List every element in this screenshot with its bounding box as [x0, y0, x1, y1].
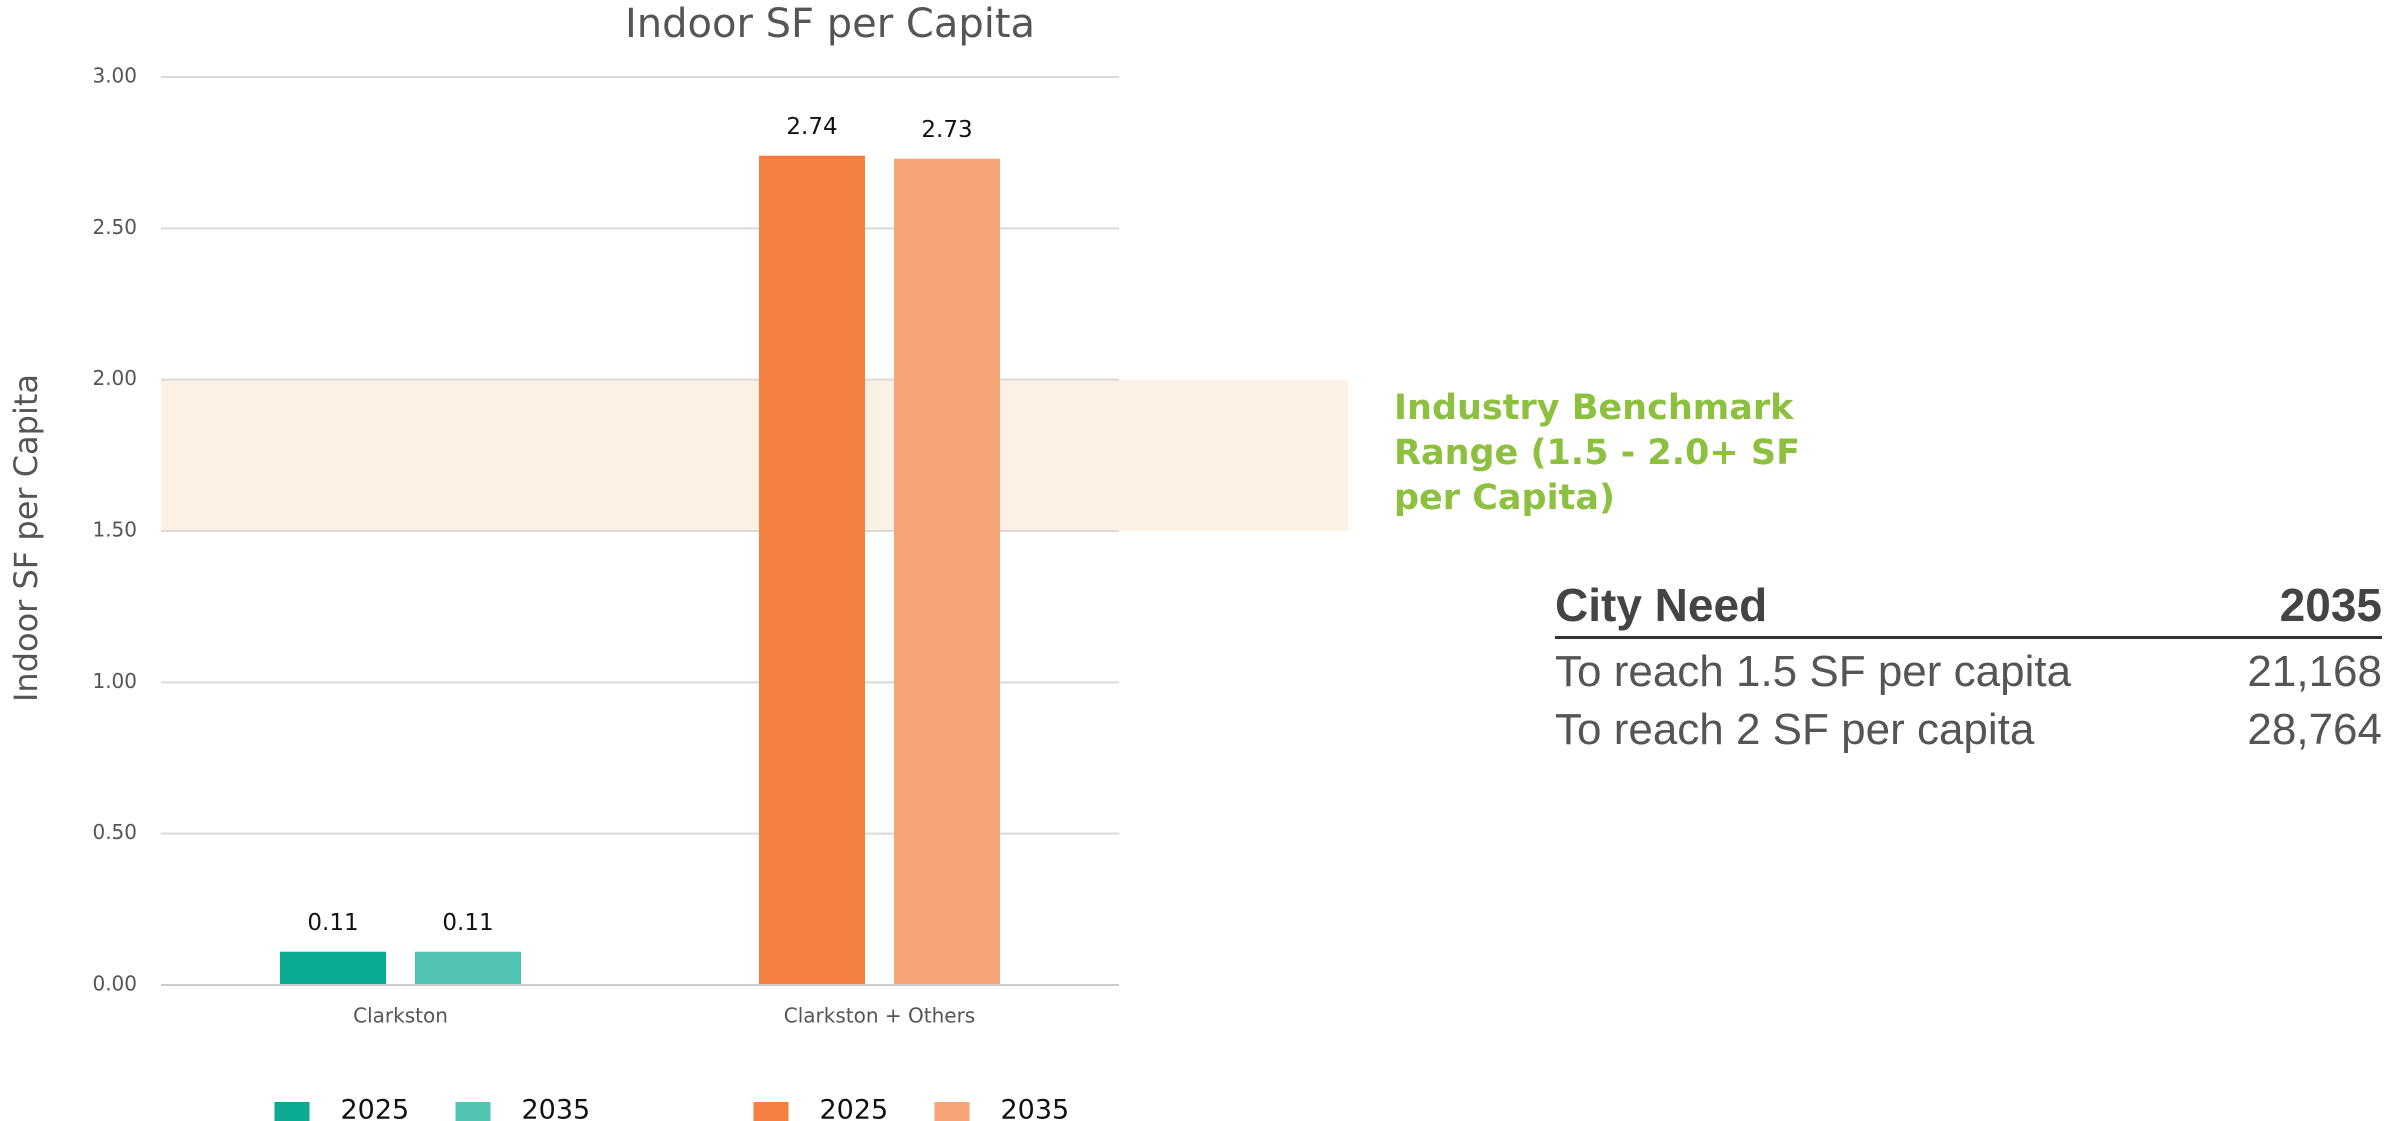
bar	[415, 951, 521, 985]
y-tick-label: 2.50	[92, 215, 137, 239]
table-cell: To reach 1.5 SF per capita	[1555, 647, 2072, 696]
legend-label: 2025	[820, 1095, 889, 1121]
legend-swatch	[934, 1102, 970, 1121]
x-tick-label: Clarkston	[353, 1004, 448, 1028]
table-cell: 21,168	[2247, 647, 2382, 696]
value-label: 2.73	[921, 117, 972, 143]
benchmark-label: Industry Benchmark Range (1.5 - 2.0+ SF …	[1394, 388, 1800, 518]
y-tick-label: 0.00	[92, 972, 137, 996]
legend-swatch	[753, 1102, 789, 1121]
y-tick-label: 0.50	[92, 820, 137, 844]
y-tick-label: 3.00	[92, 64, 137, 88]
value-label: 0.11	[307, 910, 358, 936]
legend-label: 2035	[1001, 1095, 1070, 1121]
need-table: City Need 2035 To reach 1.5 SF per capita…	[1555, 578, 2382, 755]
bar	[894, 158, 1000, 986]
y-tick-label: 2.00	[92, 366, 137, 390]
table-cell: 28,764	[2247, 705, 2382, 754]
legend-swatch	[274, 1102, 310, 1121]
x-tick-label: Clarkston + Others	[784, 1004, 975, 1028]
legend-swatch	[455, 1102, 491, 1121]
table-header: 2035	[2210, 578, 2382, 639]
y-axis-label: Indoor SF per Capita	[7, 374, 45, 702]
legend-label: 2035	[522, 1095, 591, 1121]
table-header: City Need	[1555, 578, 2211, 639]
y-tick-label: 1.50	[92, 518, 137, 542]
bar	[280, 951, 386, 985]
benchmark-band	[161, 379, 1348, 531]
table-cell: To reach 2 SF per capita	[1555, 705, 2035, 754]
value-label: 2.74	[786, 114, 837, 140]
chart-title: Indoor SF per Capita	[625, 1, 1035, 47]
y-tick-label: 1.00	[92, 669, 137, 693]
value-label: 0.11	[442, 910, 493, 936]
bar	[759, 155, 865, 985]
legend-label: 2025	[341, 1095, 410, 1121]
